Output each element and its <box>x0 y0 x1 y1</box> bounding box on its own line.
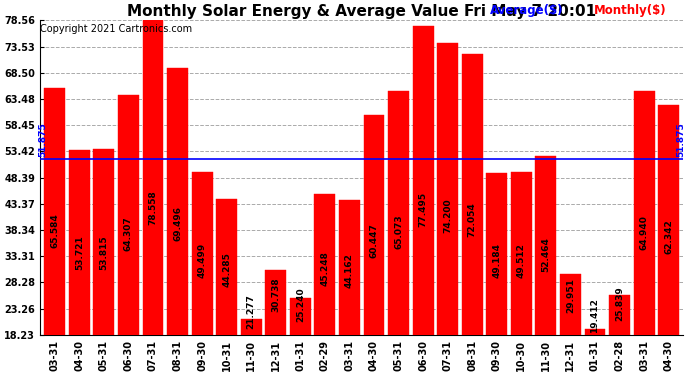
Bar <box>462 54 482 335</box>
Bar <box>437 43 458 335</box>
Text: 65.584: 65.584 <box>50 214 59 249</box>
Text: 74.200: 74.200 <box>443 198 452 233</box>
Bar <box>413 26 433 335</box>
Bar <box>584 328 605 335</box>
Text: 29.951: 29.951 <box>566 279 575 314</box>
Text: 64.940: 64.940 <box>640 215 649 250</box>
Text: 49.184: 49.184 <box>492 243 501 278</box>
Bar <box>216 199 237 335</box>
Text: Average($): Average($) <box>490 4 564 16</box>
Bar <box>511 172 532 335</box>
Bar <box>486 174 507 335</box>
Bar <box>118 94 139 335</box>
Text: 30.738: 30.738 <box>271 278 280 312</box>
Bar <box>290 298 310 335</box>
Bar <box>560 274 581 335</box>
Text: 77.495: 77.495 <box>419 192 428 227</box>
Bar <box>633 92 655 335</box>
Text: 52.464: 52.464 <box>542 237 551 272</box>
Bar <box>364 115 384 335</box>
Bar <box>44 88 65 335</box>
Bar <box>167 68 188 335</box>
Bar <box>241 319 262 335</box>
Text: 51.875: 51.875 <box>676 122 685 157</box>
Text: 62.342: 62.342 <box>664 220 673 254</box>
Text: 25.839: 25.839 <box>615 286 624 321</box>
Text: 25.240: 25.240 <box>296 287 305 322</box>
Bar <box>69 150 90 335</box>
Bar <box>143 20 164 335</box>
Text: Monthly($): Monthly($) <box>593 4 667 16</box>
Bar <box>609 295 630 335</box>
Text: 53.815: 53.815 <box>99 235 108 270</box>
Text: 19.412: 19.412 <box>591 298 600 333</box>
Bar <box>339 200 360 335</box>
Bar <box>388 91 409 335</box>
Bar <box>658 105 679 335</box>
Text: 64.307: 64.307 <box>124 216 133 251</box>
Text: 69.496: 69.496 <box>173 206 182 241</box>
Text: 49.512: 49.512 <box>517 243 526 278</box>
Text: Copyright 2021 Cartronics.com: Copyright 2021 Cartronics.com <box>40 24 192 34</box>
Text: 44.285: 44.285 <box>222 252 231 287</box>
Text: 53.721: 53.721 <box>75 236 83 270</box>
Bar <box>315 194 335 335</box>
Text: 65.073: 65.073 <box>394 215 403 249</box>
Text: 51.875: 51.875 <box>38 122 47 157</box>
Text: 72.054: 72.054 <box>468 202 477 237</box>
Title: Monthly Solar Energy & Average Value Fri May 7 20:01: Monthly Solar Energy & Average Value Fri… <box>127 4 596 19</box>
Bar <box>266 270 286 335</box>
Text: 44.162: 44.162 <box>345 253 354 288</box>
Bar <box>535 156 556 335</box>
Bar <box>192 172 213 335</box>
Text: 49.499: 49.499 <box>197 243 206 278</box>
Text: 60.447: 60.447 <box>369 223 379 258</box>
Text: 21.277: 21.277 <box>247 294 256 329</box>
Bar <box>93 149 115 335</box>
Text: 78.558: 78.558 <box>148 190 157 225</box>
Text: 45.248: 45.248 <box>320 251 329 285</box>
